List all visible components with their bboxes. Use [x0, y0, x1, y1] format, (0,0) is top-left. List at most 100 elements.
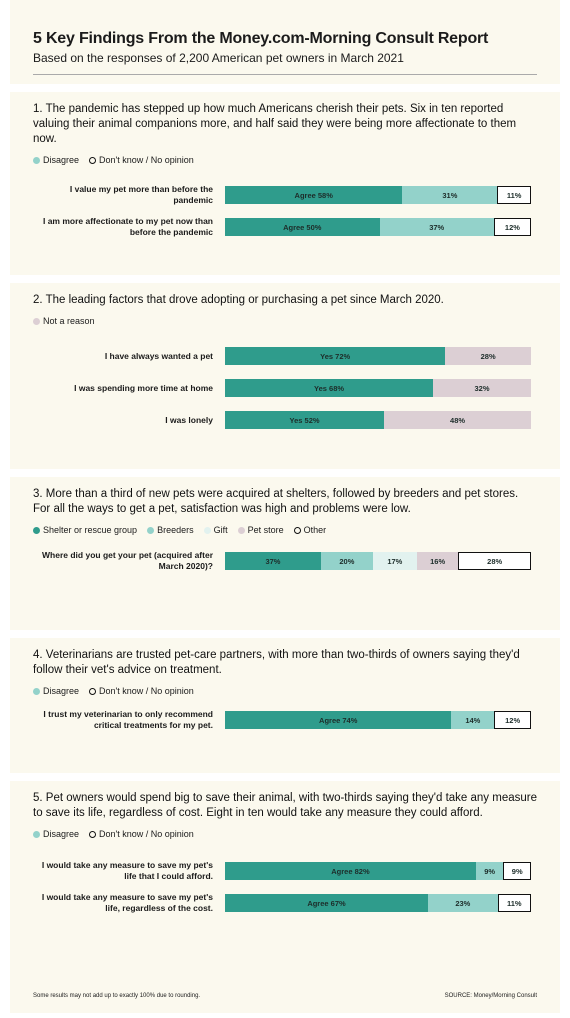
value-label: 31%: [442, 190, 458, 200]
bar-row: I am more affectionate to my pet now tha…: [33, 211, 537, 243]
bar-segment: Agree 82%: [225, 862, 476, 880]
legend: Disagree Don't know / No opinion: [33, 155, 537, 165]
legend-marker: [89, 830, 97, 838]
legend-marker: [237, 526, 245, 534]
category-label: I have always wanted a pet: [104, 350, 213, 361]
stacked-bar: Agree 67% 23% 11%: [225, 894, 531, 912]
legend-label: Gift: [213, 525, 228, 535]
value-label: 17%: [387, 556, 403, 566]
value-label: Agree 58%: [294, 190, 333, 200]
bar-segment: 11%: [497, 186, 531, 204]
legend-item: Not a reason: [33, 316, 95, 326]
value-label: Yes 68%: [314, 383, 345, 393]
value-label: 9%: [484, 866, 496, 876]
legend-item: Pet store: [237, 525, 284, 535]
finding-section: 5. Pet owners would spend big to save th…: [10, 781, 560, 1013]
bar-segment: 17%: [372, 552, 417, 570]
legend-marker: [33, 687, 40, 695]
finding-title: 5. Pet owners would spend big to save th…: [33, 792, 537, 819]
legend-item: Disagree: [33, 686, 79, 696]
value-label: 20%: [339, 556, 355, 566]
bar-segment: 16%: [416, 552, 459, 570]
legend-item: Disagree: [33, 155, 79, 165]
stacked-bar: Agree 82% 9% 9%: [225, 862, 531, 880]
source: SOURCE: Money/Morning Consult: [444, 993, 537, 999]
value-label: Yes 72%: [320, 351, 351, 361]
finding-section: 4. Veterinarians are trusted pet-care pa…: [10, 638, 560, 773]
bar-segment: 12%: [493, 218, 531, 236]
bar-segment: Agree 58%: [225, 186, 403, 204]
value-label: Yes 52%: [289, 415, 320, 425]
stacked-bar: Yes 68% 32%: [225, 379, 531, 397]
legend-marker: [33, 317, 40, 325]
legend-label: Breeders: [157, 525, 194, 535]
legend-item: Disagree: [33, 829, 79, 839]
legend-marker: [203, 526, 211, 534]
category-label: Where did you get your pet (acquired aft…: [42, 550, 213, 571]
legend-marker: [89, 156, 97, 164]
bar-segment: 20%: [320, 552, 373, 570]
bar-segment: 28%: [445, 347, 531, 365]
finding-title: 1. The pandemic has stepped up how much …: [33, 103, 517, 145]
value-label: 28%: [487, 556, 503, 566]
legend-label: Not a reason: [43, 316, 95, 326]
legend-marker: [89, 687, 97, 695]
rows: I have always wanted a pet Yes 72% 28% I wa…: [33, 340, 537, 436]
value-label: 16%: [430, 556, 446, 566]
value-label: 14%: [465, 715, 481, 725]
finding-section: 3. More than a third of new pets were ac…: [10, 477, 560, 630]
stacked-bar: Agree 50% 37% 12%: [225, 218, 531, 236]
value-label: 28%: [480, 351, 496, 361]
value-label: 37%: [429, 222, 445, 232]
rows: I trust my veterinarian to only recommen…: [33, 704, 537, 736]
value-label: 32%: [474, 383, 490, 393]
finding-title: 3. More than a third of new pets were ac…: [33, 488, 519, 515]
bar-row: I value my pet more than before the pand…: [33, 179, 537, 211]
legend-label: Don't know / No opinion: [99, 155, 194, 165]
bar-segment: 12%: [494, 711, 531, 729]
legend-marker: [147, 526, 155, 534]
value-label: Agree 74%: [319, 715, 358, 725]
bar-row: Where did you get your pet (acquired aft…: [33, 545, 537, 577]
footer: Some results may not add up to exactly 1…: [33, 993, 537, 999]
bar-segment: Yes 72%: [225, 347, 446, 365]
bar-row: I was lonely Yes 52% 48%: [33, 404, 537, 436]
bar-segment: 37%: [225, 552, 321, 570]
category-label: I would take any measure to save my pet'…: [41, 892, 213, 913]
stacked-bar: 37% 20% 17% 16% 28%: [225, 552, 531, 570]
value-label: 37%: [265, 556, 281, 566]
legend-item: Don't know / No opinion: [89, 155, 194, 165]
legend-item: Don't know / No opinion: [89, 686, 194, 696]
finding-title: 4. Veterinarians are trusted pet-care pa…: [33, 649, 520, 676]
bar-row: I trust my veterinarian to only recommen…: [33, 704, 537, 736]
title: 5 Key Findings From the Money.com-Mornin…: [33, 30, 489, 47]
category-label: I was lonely: [165, 414, 213, 425]
bar-segment: 28%: [458, 552, 531, 570]
bar-segment: Yes 52%: [225, 411, 385, 429]
bar-row: I was spending more time at home Yes 68% 3…: [33, 372, 537, 404]
sections: 1. The pandemic has stepped up how much …: [10, 92, 560, 1013]
legend-marker: [33, 526, 40, 534]
bar-segment: 48%: [384, 411, 531, 429]
legend-label: Disagree: [43, 829, 80, 839]
value-label: Agree 50%: [283, 222, 322, 232]
bar-segment: Yes 68%: [225, 379, 434, 397]
bar-segment: 32%: [433, 379, 531, 397]
legend-item: Gift: [203, 525, 228, 535]
legend-marker: [33, 830, 40, 838]
value-label: Agree 82%: [331, 866, 370, 876]
legend-item: Shelter or rescue group: [33, 525, 137, 535]
category-label: I trust my veterinarian to only recommen…: [43, 709, 213, 730]
legend-label: Other: [303, 525, 327, 535]
legend-label: Disagree: [43, 686, 80, 696]
value-label: 23%: [455, 898, 471, 908]
rows: I value my pet more than before the pand…: [33, 179, 537, 243]
bar-segment: Agree 74%: [225, 711, 452, 729]
category-label: I value my pet more than before the pand…: [69, 184, 213, 205]
bar-row: I have always wanted a pet Yes 72% 28%: [33, 340, 537, 372]
legend: Shelter or rescue group Breeders Gift Pet s…: [33, 525, 537, 535]
finding-title: 2. The leading factors that drove adopti…: [33, 294, 444, 306]
rows: Where did you get your pet (acquired aft…: [33, 545, 537, 577]
header: 5 Key Findings From the Money.com-Mornin…: [10, 0, 560, 84]
